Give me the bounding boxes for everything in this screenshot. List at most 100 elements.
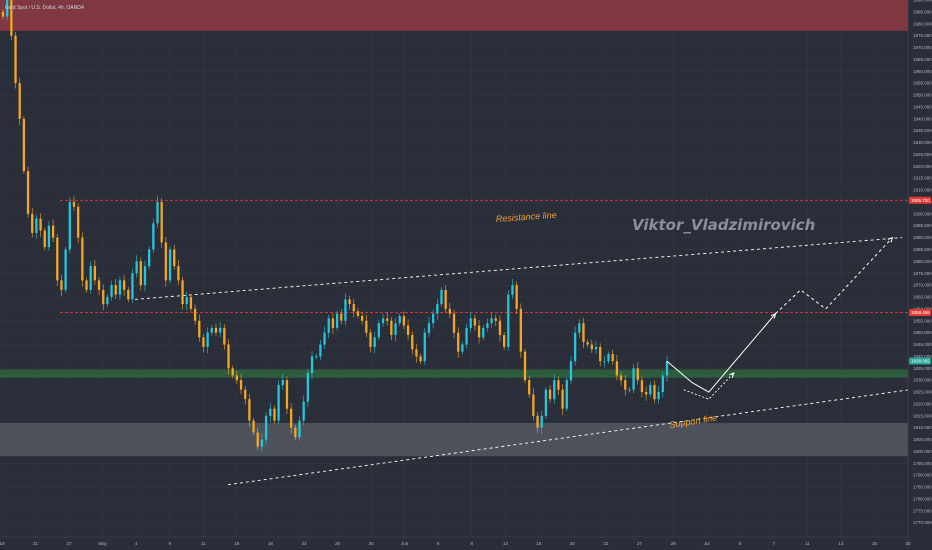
candle-body bbox=[89, 266, 92, 290]
resistance-line bbox=[134, 237, 903, 300]
candle-body bbox=[519, 308, 522, 352]
candle-body bbox=[223, 327, 226, 345]
candle-body bbox=[490, 318, 493, 324]
candle-body bbox=[657, 392, 660, 400]
price-tick-label: 1840.000 bbox=[913, 354, 932, 359]
time-tick-label: 16 bbox=[234, 541, 240, 546]
price-tick-label: 1770.000 bbox=[913, 520, 932, 525]
price-tick-label: 1970.000 bbox=[913, 45, 932, 50]
price-tick-label: 1965.000 bbox=[913, 57, 932, 62]
candle-body bbox=[632, 368, 635, 390]
price-tick-label: 1890.000 bbox=[913, 235, 932, 240]
time-tick-label: 25 bbox=[335, 541, 341, 546]
candle-body bbox=[168, 249, 172, 281]
candle-body bbox=[628, 389, 631, 391]
candle-body bbox=[578, 323, 581, 333]
resistance-line-label: Resistance line bbox=[495, 210, 557, 224]
candle-body bbox=[310, 356, 314, 374]
candle-body bbox=[26, 171, 30, 214]
price-tick-label: 1875.000 bbox=[913, 271, 932, 276]
price-axis-ticks: 1990.000 1985.000 1980.000 1975.000 1970.000… bbox=[913, 0, 932, 525]
candle-body bbox=[43, 230, 46, 248]
time-tick-label: 19 bbox=[0, 541, 5, 546]
price-tick-label: 1800.000 bbox=[913, 449, 932, 454]
time-tick-label: 5 bbox=[739, 541, 742, 546]
price-tick-label: 1960.000 bbox=[913, 69, 932, 74]
candle-body bbox=[60, 280, 63, 290]
candle-body bbox=[198, 320, 201, 338]
candle-body bbox=[193, 308, 197, 321]
projection-paths bbox=[666, 236, 894, 400]
candle-body bbox=[653, 384, 656, 400]
time-tick-label: 20 bbox=[905, 541, 911, 546]
time-axis-ticks[interactable]: 19 21 27 May 4 9 11 16 18 23 25 30 Jun 6 8 13 15 20 22 27 29… bbox=[0, 541, 911, 546]
candle-body bbox=[269, 408, 272, 416]
candle-body bbox=[177, 266, 180, 281]
candle-body bbox=[553, 380, 556, 400]
candle-body bbox=[461, 344, 464, 352]
candles[interactable] bbox=[1, 0, 669, 452]
candle-body bbox=[532, 394, 535, 416]
candle-body bbox=[302, 401, 305, 421]
price-tag-label: 1905.700 bbox=[911, 198, 930, 203]
candle-body bbox=[444, 289, 447, 309]
candle-body bbox=[528, 380, 531, 395]
price-tick-label: 1990.000 bbox=[913, 0, 932, 3]
candle-body bbox=[331, 318, 335, 328]
watermark: Viktor_Vladzimirovich bbox=[632, 216, 815, 234]
projection-main bbox=[666, 313, 776, 393]
candle-body bbox=[590, 344, 593, 350]
candle-body bbox=[365, 320, 368, 333]
candle-body bbox=[77, 206, 80, 238]
candle-body bbox=[406, 325, 410, 336]
candle-body bbox=[636, 368, 639, 381]
price-tick-label: 1860.000 bbox=[913, 306, 932, 311]
candle-body bbox=[1, 11, 5, 17]
price-tick-label: 1985.000 bbox=[913, 9, 932, 14]
support-zone bbox=[0, 422, 908, 457]
candle-body bbox=[582, 323, 585, 343]
candle-body bbox=[390, 320, 393, 336]
price-tick-label: 1780.000 bbox=[913, 496, 932, 501]
candle-body bbox=[14, 35, 17, 84]
price-tick-label: 1795.000 bbox=[913, 461, 932, 466]
time-tick-label: 29 bbox=[671, 541, 677, 546]
candle-body bbox=[565, 380, 568, 409]
candle-body bbox=[51, 225, 55, 238]
price-tick-label: 1805.000 bbox=[913, 437, 932, 442]
price-tick-label: 1845.000 bbox=[913, 342, 932, 347]
candle-body bbox=[335, 313, 339, 328]
time-tick-label: 8 bbox=[471, 541, 474, 546]
candle-body bbox=[498, 320, 502, 336]
candle-body bbox=[511, 285, 514, 295]
projection-alt-arrowhead bbox=[728, 372, 735, 378]
price-tick-label: 1935.000 bbox=[913, 128, 932, 133]
candle-body bbox=[10, 0, 13, 36]
candle-body bbox=[494, 318, 497, 321]
candle-body bbox=[360, 316, 364, 321]
candle-body bbox=[469, 318, 472, 328]
time-tick-label: 27 bbox=[637, 541, 643, 546]
candle-body bbox=[423, 332, 426, 362]
candle-body bbox=[235, 375, 239, 381]
price-tick-label: 1950.000 bbox=[913, 93, 932, 98]
candle-body bbox=[448, 308, 451, 314]
candle-body bbox=[486, 323, 489, 328]
candle-body bbox=[661, 375, 664, 393]
price-axis[interactable] bbox=[908, 0, 932, 550]
candle-body bbox=[39, 218, 42, 231]
time-tick-label: 30 bbox=[369, 541, 375, 546]
candle-body bbox=[85, 280, 88, 290]
candle-body bbox=[507, 294, 510, 347]
candle-body bbox=[143, 266, 147, 286]
candle-body bbox=[624, 380, 627, 390]
candle-body bbox=[93, 266, 97, 281]
candle-body bbox=[644, 392, 648, 395]
candle-body bbox=[152, 223, 155, 250]
time-tick-label: 13 bbox=[838, 541, 844, 546]
candle-body bbox=[189, 297, 193, 309]
candle-body bbox=[156, 201, 159, 224]
price-levels bbox=[60, 199, 908, 313]
price-tick-label: 1775.000 bbox=[913, 508, 932, 513]
